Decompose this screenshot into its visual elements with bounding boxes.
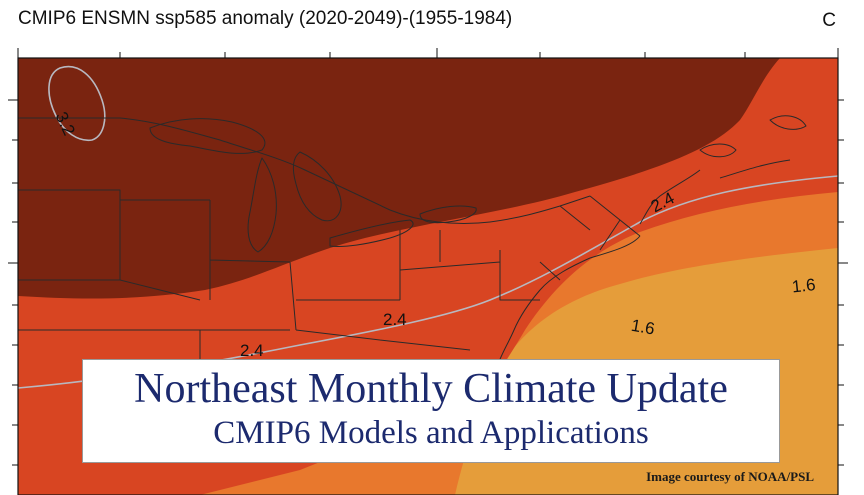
contour-label-1-6-center: 1.6 <box>630 316 657 339</box>
lake-ontario <box>419 205 477 224</box>
lake-superior <box>149 118 266 154</box>
banner-title: Northeast Monthly Climate Update <box>134 366 728 412</box>
axis-ticks <box>8 48 848 466</box>
state-lines <box>18 189 641 392</box>
lake-michigan <box>247 157 277 253</box>
map-frame-border <box>17 57 839 495</box>
lake-erie <box>329 219 414 247</box>
title-banner: Northeast Monthly Climate Update CMIP6 M… <box>82 359 780 463</box>
border-lines <box>18 115 807 451</box>
contour-label-2-4-west: 2.4 <box>240 341 264 360</box>
international-border <box>18 117 591 224</box>
lake-huron <box>292 151 342 222</box>
contour-label-1-6-east: 1.6 <box>791 275 816 296</box>
contour-line-3-2-loop <box>48 65 106 141</box>
maritime-islands <box>699 115 807 158</box>
map-corner-label: C <box>822 10 836 31</box>
zone-3-2-plus <box>18 58 780 299</box>
image-credit: Image courtesy of NOAA/PSL <box>646 469 814 484</box>
map-title: CMIP6 ENSMN ssp585 anomaly (2020-2049)-(… <box>18 8 513 29</box>
contour-label-2-4-center: 2.4 <box>383 310 407 329</box>
banner-subtitle: CMIP6 Models and Applications <box>213 415 649 451</box>
